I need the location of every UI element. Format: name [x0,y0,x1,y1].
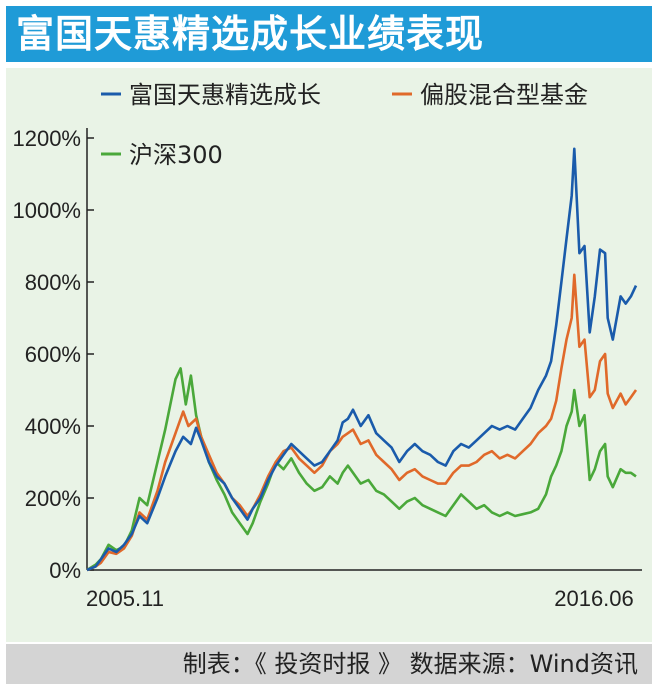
chart-panel: 0% 200% 400% 600% 800% 1000% 1200% 2005.11 2016.… [6,68,652,642]
title-bar: 富国天惠精选成长业绩表现 [6,6,652,62]
series-line-0 [86,147,638,572]
series-line-2 [86,367,637,572]
y-tick-label: 800% [25,270,81,295]
y-tick-label: 1000% [12,198,81,223]
y-tick-label: 200% [25,486,81,511]
line-chart: 0% 200% 400% 600% 800% 1000% 1200% 2005.11 2016.… [12,81,642,611]
legend-label-0: 富国天惠精选成长 [129,81,321,109]
x-tick-label: 2005.11 [86,586,164,611]
y-tick-label: 400% [25,414,81,439]
page-title: 富国天惠精选成长业绩表现 [16,12,485,56]
y-tick-label: 0% [49,558,81,583]
x-tick-label: 2016.06 [554,586,634,611]
y-tick-label: 1200% [12,126,81,151]
source-credit: 制表：《 投资时报 》 数据来源：Wind资讯 [182,650,638,678]
footer-bar: 制表：《 投资时报 》 数据来源：Wind资讯 [6,644,652,684]
series-line-1 [86,273,638,572]
legend-label-1: 偏股混合型基金 [420,81,588,109]
y-tick-label: 600% [25,342,81,367]
legend-label-2: 沪深300 [129,141,223,169]
